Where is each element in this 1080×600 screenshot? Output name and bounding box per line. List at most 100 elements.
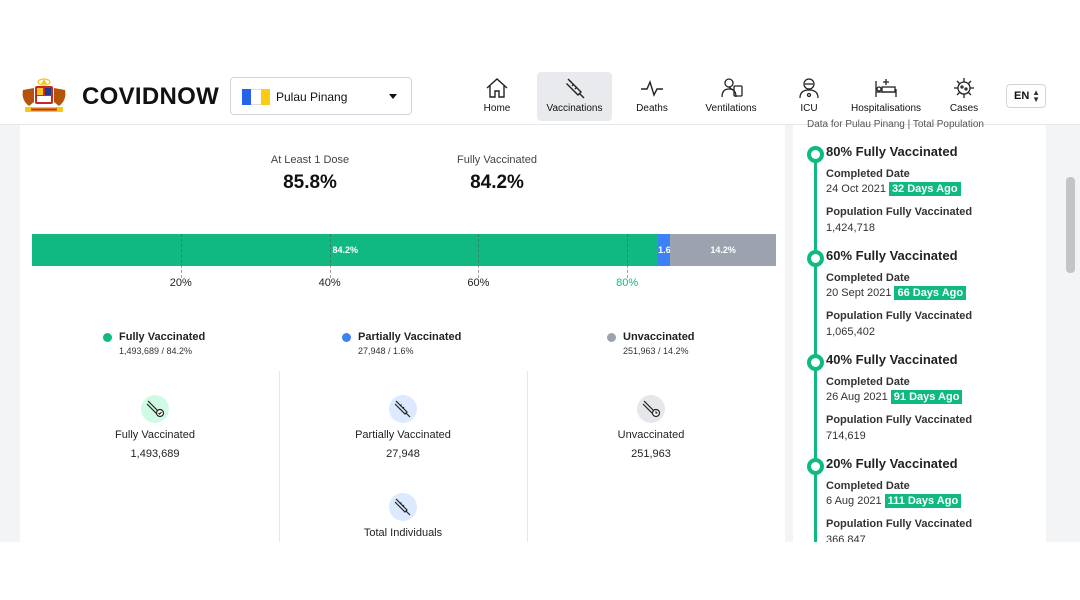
column-label: Fully Vaccinated — [115, 429, 195, 441]
progress-segment-label: 84.2% — [332, 245, 358, 255]
column-label: Unvaccinated — [617, 429, 685, 441]
penang-flag-icon — [242, 89, 270, 105]
days-ago-badge: 66 Days Ago — [894, 286, 967, 300]
column-divider — [527, 371, 528, 542]
legend-label: Unvaccinated — [623, 331, 695, 343]
nav-deaths-label: Deaths — [636, 103, 668, 114]
nav-ventilations-label: Ventilations — [705, 103, 757, 114]
timeline-dot — [807, 354, 824, 371]
timeline-line — [814, 151, 817, 542]
progress-segment-label: 1.6 — [658, 245, 671, 255]
nav-cases-label: Cases — [949, 103, 979, 114]
gridline — [329, 234, 331, 278]
malaysia-coat-of-arms-logo[interactable] — [17, 76, 71, 116]
syringe-check-icon — [141, 395, 169, 423]
vaccination-card: At Least 1 Dose 85.8% Fully Vaccinated 8… — [20, 125, 785, 542]
syringe-icon — [565, 78, 584, 99]
days-ago-badge: 111 Days Ago — [884, 494, 962, 508]
column-label: Total Individuals — [363, 527, 443, 539]
syringe-icon — [389, 395, 417, 423]
nav-vaccinations-label: Vaccinations — [546, 103, 603, 114]
virus-icon — [954, 78, 974, 98]
total-individuals-column: Total Individuals — [303, 493, 503, 539]
completed-label: Completed Date — [826, 480, 910, 492]
progress-segment: 1.6 — [658, 234, 671, 266]
nav-home-label: Home — [483, 103, 511, 114]
column-value: 27,948 — [386, 448, 420, 460]
nav-vaccinations[interactable]: Vaccinations — [537, 72, 612, 121]
ventilator-icon — [721, 78, 743, 98]
milestone-title: 60% Fully Vaccinated — [826, 248, 958, 263]
completed-date: 24 Oct 2021 — [826, 183, 886, 195]
population-label: Population Fully Vaccinated — [826, 518, 973, 530]
timeline-dot — [807, 458, 824, 475]
milestone-title: 40% Fully Vaccinated — [826, 352, 958, 367]
updown-arrow-icon: ▲ ▼ — [1032, 88, 1040, 104]
legend-unvaccinated: Unvaccinated 251,963 / 14.2% — [607, 331, 695, 356]
gridline — [180, 234, 182, 278]
nav-cases[interactable]: Cases — [944, 72, 984, 121]
column-label: Partially Vaccinated — [355, 429, 451, 441]
progress-segment: 84.2% — [32, 234, 659, 266]
milestone-title: 80% Fully Vaccinated — [826, 144, 958, 159]
nav-hospitalisations-label: Hospitalisations — [850, 103, 922, 114]
completed-date: 6 Aug 2021 — [826, 495, 882, 507]
legend-label: Fully Vaccinated — [119, 331, 206, 343]
population-label: Population Fully Vaccinated — [826, 206, 973, 218]
milestone-title: 20% Fully Vaccinated — [826, 456, 958, 471]
fully-vaccinated-column: Fully Vaccinated 1,493,689 — [55, 395, 255, 460]
pulse-icon — [641, 79, 663, 97]
language-select[interactable]: EN ▲ ▼ — [1006, 84, 1046, 108]
home-icon — [486, 78, 508, 98]
nav-icu[interactable]: ICU — [790, 72, 828, 121]
syringe-clock-icon — [637, 395, 665, 423]
tick-label: 20% — [169, 277, 192, 289]
completed-label: Completed Date — [826, 376, 910, 388]
nav-icu-label: ICU — [800, 103, 818, 114]
nav-ventilations[interactable]: Ventilations — [700, 72, 762, 121]
state-dropdown-value: Pulau Pinang — [276, 90, 348, 104]
population-label: Population Fully Vaccinated — [826, 310, 973, 322]
legend-detail: 1,493,689 / 84.2% — [119, 346, 193, 356]
vaccination-progress-bar: 84.2% 1.6 14.2% — [32, 234, 776, 266]
legend-dot — [342, 332, 351, 342]
dose1-stat: At Least 1 Dose 85.8% — [260, 154, 360, 194]
dose1-value: 85.8% — [283, 172, 337, 193]
legend-detail: 251,963 / 14.2% — [623, 346, 689, 356]
legend-detail: 27,948 / 1.6% — [358, 346, 414, 356]
legend-partial: Partially Vaccinated 27,948 / 1.6% — [342, 331, 461, 356]
milestone-subtitle: Data for Pulau Pinang | Total Population — [807, 119, 984, 130]
population-value: 366,847 — [826, 534, 866, 542]
dose1-label: At Least 1 Dose — [270, 154, 350, 166]
gridline — [478, 234, 480, 278]
completed-date: 20 Sept 2021 — [826, 287, 892, 299]
gridline — [627, 234, 629, 278]
language-value: EN — [1014, 90, 1030, 102]
state-dropdown[interactable]: Pulau Pinang — [230, 77, 412, 115]
milestone-panel: Data for Pulau Pinang | Total Population… — [793, 119, 1046, 542]
scrollbar-thumb[interactable] — [1066, 177, 1075, 273]
tick-label: 40% — [318, 277, 341, 289]
completed-label: Completed Date — [826, 272, 910, 284]
app-window: COVIDNOW Pulau Pinang Home Vaccinations — [0, 67, 1080, 542]
legend-fully: Fully Vaccinated 1,493,689 / 84.2% — [103, 331, 205, 356]
partially-vaccinated-column: Partially Vaccinated 27,948 — [303, 395, 503, 460]
timeline-dot — [807, 250, 824, 267]
population-value: 1,424,718 — [826, 222, 875, 234]
top-header: COVIDNOW Pulau Pinang Home Vaccinations — [0, 67, 1080, 125]
chevron-down-icon — [389, 94, 397, 99]
nav-hospitalisations[interactable]: Hospitalisations — [848, 72, 924, 121]
legend-label: Partially Vaccinated — [358, 331, 462, 343]
doctor-icon — [799, 78, 819, 99]
population-label: Population Fully Vaccinated — [826, 414, 973, 426]
brand-title[interactable]: COVIDNOW — [82, 83, 220, 110]
syringe-icon — [389, 493, 417, 521]
column-value: 1,493,689 — [130, 448, 180, 460]
nav-deaths[interactable]: Deaths — [630, 72, 674, 121]
progress-segment-label: 14.2% — [710, 245, 736, 255]
column-value: 251,963 — [631, 448, 671, 460]
progress-segment: 14.2% — [670, 234, 776, 266]
nav-home[interactable]: Home — [476, 72, 518, 121]
hospital-bed-icon — [875, 79, 897, 97]
completed-date: 26 Aug 2021 — [826, 391, 888, 403]
